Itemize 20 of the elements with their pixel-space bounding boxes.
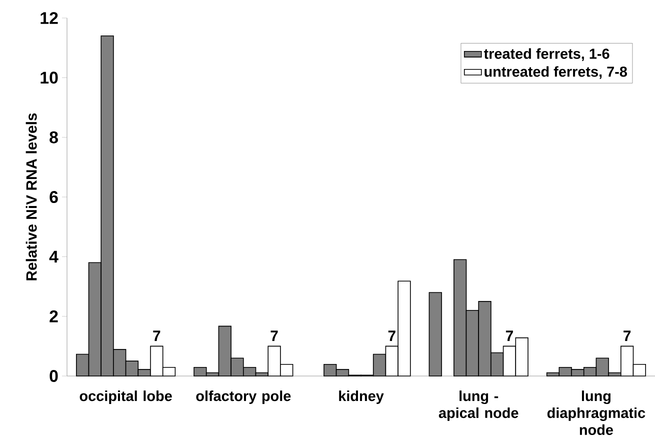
annotation: 7: [153, 330, 160, 341]
y-tick-label: 2: [50, 310, 58, 322]
y-tick-label: 12: [40, 12, 58, 24]
annotation: 7: [388, 330, 396, 341]
y-tick-label: 6: [50, 191, 58, 203]
x-tick-label: lung diaphragmatic node: [547, 390, 646, 435]
legend-label: untreated ferrets, 7-8: [484, 66, 628, 79]
y-tick-label: 10: [40, 72, 58, 84]
annotation: 7: [270, 330, 278, 341]
annotation: 7: [624, 330, 631, 341]
y-tick-label: 4: [49, 250, 58, 262]
x-tick-label: occipital lobe: [80, 390, 172, 404]
y-tick-label: 8: [50, 131, 58, 144]
legend-label: treated ferrets, 1-6: [484, 48, 610, 61]
y-axis-title: Relative NiV RNA levels: [26, 113, 37, 280]
x-tick-label: olfactory pole: [196, 390, 291, 404]
annotation: 7: [506, 330, 513, 341]
y-tick-label: 0: [50, 370, 58, 382]
x-tick-label: lung - apical node: [438, 390, 518, 421]
x-tick-label: kidney: [339, 390, 384, 404]
